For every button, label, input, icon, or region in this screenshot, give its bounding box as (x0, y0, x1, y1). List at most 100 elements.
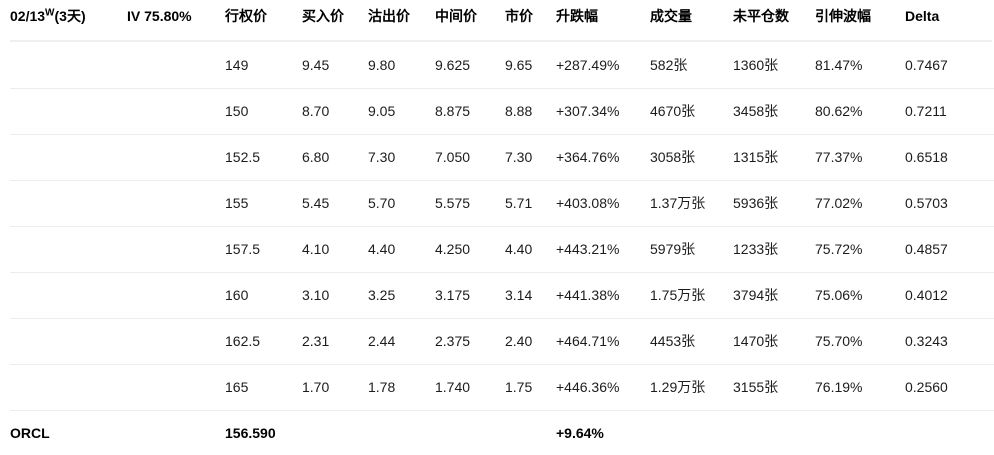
option-row[interactable]: 162.5 2.31 2.44 2.375 2.40 +464.71% 4453… (0, 318, 994, 364)
expiry-days-left: (3天) (54, 7, 86, 24)
ask-cell: 5.70 (368, 195, 396, 211)
change-pct-cell: +464.71% (556, 333, 620, 349)
open-interest-cell: 3458张 (733, 103, 779, 119)
delta-cell: 0.7467 (905, 57, 948, 73)
implied-vol-cell: 77.37% (815, 149, 863, 165)
mid-cell: 8.875 (435, 103, 471, 119)
mid-cell: 4.250 (435, 241, 471, 257)
mid-cell: 7.050 (435, 149, 471, 165)
ask-cell: 1.78 (368, 379, 396, 395)
mid-cell: 3.175 (435, 287, 471, 303)
options-rows: 149 9.45 9.80 9.625 9.65 +287.49% 582张 1… (0, 42, 994, 410)
strike-cell: 165 (225, 379, 249, 395)
mid-cell: 2.375 (435, 333, 471, 349)
ask-cell: 2.44 (368, 333, 396, 349)
volume-cell: 4670张 (650, 103, 696, 119)
option-row[interactable]: 165 1.70 1.78 1.740 1.75 +446.36% 1.29万张… (0, 364, 994, 410)
col-header-delta: Delta (905, 7, 940, 24)
delta-cell: 0.5703 (905, 195, 948, 211)
col-header-mid: 中间价 (435, 7, 477, 24)
bid-cell: 1.70 (302, 379, 330, 395)
bid-cell: 8.70 (302, 103, 330, 119)
col-header-market-price: 市价 (505, 7, 533, 24)
strike-cell: 162.5 (225, 333, 261, 349)
change-pct-cell: +441.38% (556, 287, 620, 303)
market-price-cell: 5.71 (505, 195, 533, 211)
option-row[interactable]: 155 5.45 5.70 5.575 5.71 +403.08% 1.37万张… (0, 180, 994, 226)
underlying-symbol: ORCL (10, 424, 50, 441)
strike-cell: 160 (225, 287, 249, 303)
bid-cell: 6.80 (302, 149, 330, 165)
volume-cell: 4453张 (650, 333, 696, 349)
option-row[interactable]: 152.5 6.80 7.30 7.050 7.30 +364.76% 3058… (0, 134, 994, 180)
change-pct-cell: +287.49% (556, 57, 620, 73)
strike-cell: 150 (225, 103, 249, 119)
delta-cell: 0.3243 (905, 333, 948, 349)
expiry-weekly-flag: W (45, 6, 55, 18)
change-pct-cell: +307.34% (556, 103, 620, 119)
market-price-cell: 9.65 (505, 57, 533, 73)
delta-cell: 0.2560 (905, 379, 948, 395)
ask-cell: 9.05 (368, 103, 396, 119)
implied-vol-cell: 75.06% (815, 287, 863, 303)
expiry-selector[interactable]: 02/13W(3天) (10, 6, 127, 26)
bid-cell: 2.31 (302, 333, 330, 349)
open-interest-cell: 1360张 (733, 57, 779, 73)
strike-cell: 152.5 (225, 149, 261, 165)
option-row[interactable]: 160 3.10 3.25 3.175 3.14 +441.38% 1.75万张… (0, 272, 994, 318)
col-header-implied-vol: 引伸波幅 (815, 7, 871, 24)
open-interest-cell: 1470张 (733, 333, 779, 349)
change-pct-cell: +443.21% (556, 241, 620, 257)
implied-vol-cell: 76.19% (815, 379, 863, 395)
mid-cell: 5.575 (435, 195, 471, 211)
implied-vol-cell: 80.62% (815, 103, 863, 119)
implied-vol-cell: 75.72% (815, 241, 863, 257)
bid-cell: 5.45 (302, 195, 330, 211)
mid-cell: 9.625 (435, 57, 471, 73)
option-row[interactable]: 149 9.45 9.80 9.625 9.65 +287.49% 582张 1… (0, 42, 994, 88)
option-row[interactable]: 157.5 4.10 4.40 4.250 4.40 +443.21% 5979… (0, 226, 994, 272)
market-price-cell: 4.40 (505, 241, 533, 257)
implied-vol-cell: 81.47% (815, 57, 863, 73)
underlying-change-pct: +9.64% (556, 424, 604, 441)
volume-cell: 1.37万张 (650, 195, 706, 211)
market-price-cell: 2.40 (505, 333, 533, 349)
underlying-row[interactable]: ORCL 156.590 +9.64% (0, 410, 994, 455)
ask-cell: 3.25 (368, 287, 396, 303)
delta-cell: 0.4857 (905, 241, 948, 257)
open-interest-cell: 1233张 (733, 241, 779, 257)
option-row[interactable]: 150 8.70 9.05 8.875 8.88 +307.34% 4670张 … (0, 88, 994, 134)
col-header-open-interest: 未平仓数 (733, 7, 789, 24)
bid-cell: 4.10 (302, 241, 330, 257)
implied-vol-cell: 75.70% (815, 333, 863, 349)
iv-summary: IV 75.80% (127, 7, 192, 24)
options-table-header: 02/13W(3天) IV 75.80% 行权价 买入价 沽出价 中间价 市价 … (0, 0, 994, 42)
mid-cell: 1.740 (435, 379, 471, 395)
market-price-cell: 3.14 (505, 287, 533, 303)
change-pct-cell: +403.08% (556, 195, 620, 211)
open-interest-cell: 3794张 (733, 287, 779, 303)
volume-cell: 3058张 (650, 149, 696, 165)
market-price-cell: 7.30 (505, 149, 533, 165)
ask-cell: 9.80 (368, 57, 396, 73)
delta-cell: 0.7211 (905, 103, 947, 119)
strike-cell: 155 (225, 195, 249, 211)
expiry-date: 02/13 (10, 7, 46, 24)
change-pct-cell: +446.36% (556, 379, 620, 395)
strike-cell: 157.5 (225, 241, 261, 257)
volume-cell: 582张 (650, 57, 688, 73)
change-pct-cell: +364.76% (556, 149, 620, 165)
col-header-strike: 行权价 (225, 7, 267, 24)
strike-cell: 149 (225, 57, 249, 73)
col-header-volume: 成交量 (650, 7, 692, 24)
col-header-bid: 买入价 (302, 7, 344, 24)
delta-cell: 0.6518 (905, 149, 948, 165)
market-price-cell: 8.88 (505, 103, 533, 119)
open-interest-cell: 1315张 (733, 149, 779, 165)
ask-cell: 4.40 (368, 241, 396, 257)
implied-vol-cell: 77.02% (815, 195, 863, 211)
col-header-change-pct: 升跌幅 (556, 7, 598, 24)
volume-cell: 1.29万张 (650, 379, 706, 395)
market-price-cell: 1.75 (505, 379, 533, 395)
